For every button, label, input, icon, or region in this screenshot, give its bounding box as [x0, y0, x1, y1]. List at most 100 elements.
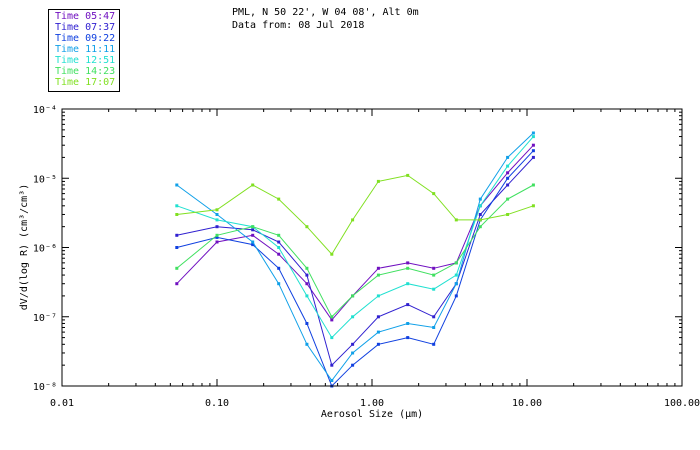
- data-point: [432, 192, 436, 196]
- data-point: [175, 266, 179, 270]
- series-line: [176, 174, 534, 256]
- data-point: [330, 336, 334, 340]
- data-point: [531, 183, 535, 187]
- data-point: [351, 363, 355, 367]
- legend-item: Time 12:51: [55, 55, 116, 66]
- data-point: [376, 273, 380, 277]
- data-point: [506, 171, 510, 175]
- data-point: [305, 322, 309, 325]
- legend: Time 05:47 Time 07:37 Time 09:22 Time 11…: [48, 9, 120, 92]
- data-point: [376, 342, 380, 346]
- data-point: [251, 240, 255, 244]
- y-tick-label: 10⁻⁵: [33, 174, 57, 185]
- data-point: [432, 342, 436, 346]
- data-point: [478, 197, 482, 201]
- data-point: [454, 261, 458, 265]
- data-point: [215, 213, 219, 216]
- data-point: [251, 183, 255, 187]
- data-point: [432, 273, 436, 277]
- data-point: [478, 218, 482, 222]
- data-point: [277, 282, 281, 286]
- x-axis-label: Aerosol Size (μm): [321, 409, 423, 420]
- data-point: [351, 315, 355, 319]
- data-point: [305, 266, 309, 270]
- data-point: [215, 218, 219, 222]
- data-point: [305, 273, 309, 277]
- data-point: [531, 204, 535, 208]
- series-line: [176, 132, 534, 382]
- data-point: [215, 240, 219, 244]
- data-point: [406, 336, 410, 340]
- data-point: [175, 183, 179, 187]
- data-point: [330, 363, 334, 367]
- plot-frame: [61, 108, 683, 387]
- date-header: Data from: 08 Jul 2018: [232, 20, 365, 31]
- data-point: [175, 246, 179, 249]
- data-point: [432, 266, 436, 270]
- data-point: [351, 351, 355, 355]
- data-point: [251, 228, 255, 232]
- data-point: [277, 240, 281, 244]
- data-point: [376, 330, 380, 334]
- data-point: [376, 266, 380, 270]
- legend-item: Time 11:11: [55, 44, 116, 55]
- legend-item: Time 14:23: [55, 66, 116, 77]
- data-point: [330, 315, 334, 319]
- data-point: [432, 287, 436, 291]
- location-header: PML, N 50 22', W 04 08', Alt 0m: [232, 7, 419, 18]
- x-tick-label: 1.00: [360, 398, 384, 409]
- data-point: [215, 225, 219, 229]
- data-point: [215, 208, 219, 212]
- x-tick-label: 0.01: [50, 398, 74, 409]
- series-line: [176, 136, 534, 339]
- y-tick-label: 10⁻⁷: [33, 313, 57, 324]
- data-point: [478, 213, 482, 216]
- y-axis-label: dV/d(log R) (cm³/cm³): [19, 184, 30, 310]
- data-point: [351, 294, 355, 298]
- data-point: [376, 315, 380, 319]
- data-point: [531, 149, 535, 153]
- data-point: [351, 218, 355, 222]
- legend-item: Time 05:47: [55, 11, 116, 22]
- data-point: [406, 282, 410, 286]
- data-point: [305, 294, 309, 298]
- y-tick-label: 10⁻⁴: [33, 105, 57, 116]
- data-point: [454, 294, 458, 298]
- legend-item: Time 07:37: [55, 22, 116, 33]
- data-point: [251, 233, 255, 237]
- data-point: [251, 243, 255, 247]
- data-point: [432, 315, 436, 319]
- data-point: [531, 155, 535, 159]
- legend-item: Time 17:07: [55, 77, 116, 88]
- data-point: [251, 225, 255, 229]
- data-point: [277, 246, 281, 249]
- x-tick-label: 0.10: [205, 398, 229, 409]
- data-point: [351, 342, 355, 346]
- y-tick-label: 10⁻⁸: [33, 382, 57, 393]
- data-point: [175, 282, 179, 286]
- data-point: [305, 282, 309, 286]
- series-line: [176, 184, 534, 318]
- data-point: [305, 225, 309, 229]
- data-point: [330, 379, 334, 382]
- data-point: [277, 233, 281, 237]
- data-point: [277, 252, 281, 256]
- data-point: [454, 282, 458, 286]
- data-point: [175, 213, 179, 216]
- data-point: [506, 155, 510, 159]
- data-point: [506, 197, 510, 201]
- data-point: [531, 131, 535, 135]
- series-layer: [175, 131, 535, 388]
- x-tick-label: 10.00: [512, 398, 542, 409]
- data-point: [330, 252, 334, 256]
- data-point: [454, 273, 458, 277]
- data-point: [406, 303, 410, 307]
- data-point: [531, 135, 535, 139]
- series-line: [176, 144, 534, 321]
- tick-layer: 0.01 0.10 1.00 10.00 100.00 10⁻⁸ 10⁻⁷ 10⁻⁶ 10⁻⁵ 1…: [33, 105, 700, 409]
- data-point: [406, 261, 410, 265]
- data-point: [478, 225, 482, 229]
- data-point: [175, 204, 179, 208]
- series-line: [176, 157, 534, 367]
